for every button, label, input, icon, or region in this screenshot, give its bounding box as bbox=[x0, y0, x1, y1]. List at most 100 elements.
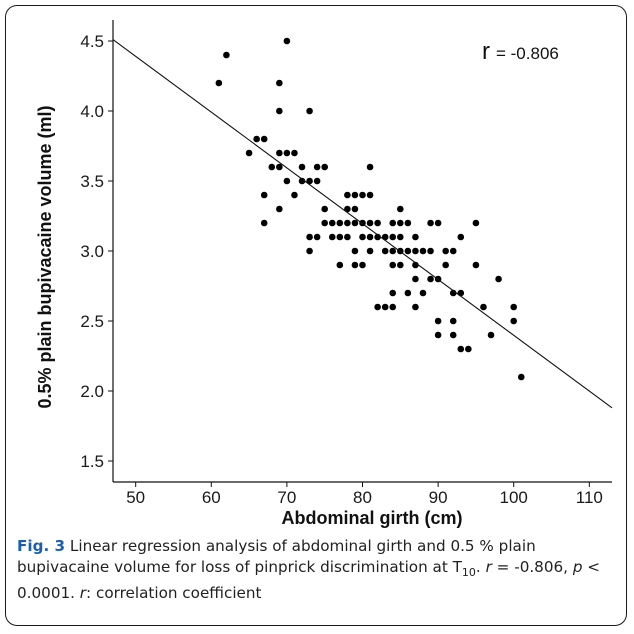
data-point bbox=[419, 247, 427, 255]
x-tick-label: 100 bbox=[500, 488, 528, 507]
data-point bbox=[389, 219, 397, 227]
data-point bbox=[397, 205, 404, 213]
data-point bbox=[321, 205, 328, 213]
data-point bbox=[351, 247, 359, 255]
data-point bbox=[397, 219, 404, 227]
data-point bbox=[298, 163, 306, 171]
data-point bbox=[351, 205, 359, 213]
data-point bbox=[449, 317, 457, 325]
y-tick-label: 4.0 bbox=[80, 102, 104, 121]
data-point bbox=[449, 247, 457, 255]
data-point bbox=[381, 247, 389, 255]
caption-text-3: = -0.806, bbox=[491, 558, 573, 576]
data-point bbox=[404, 219, 412, 227]
data-point bbox=[321, 163, 328, 171]
data-point bbox=[457, 289, 465, 297]
data-point bbox=[306, 233, 313, 241]
data-point bbox=[374, 219, 381, 227]
data-point bbox=[487, 331, 495, 339]
data-point bbox=[374, 303, 381, 311]
data-point bbox=[328, 219, 336, 227]
data-point bbox=[359, 191, 366, 199]
data-point bbox=[412, 275, 419, 283]
y-axis: 1.5 2.0 2.5 3.0 3.5 4.0 4.5 bbox=[80, 20, 114, 482]
data-point bbox=[434, 219, 442, 227]
data-point bbox=[472, 219, 480, 227]
data-point bbox=[321, 219, 328, 227]
y-tick-label: 4.5 bbox=[80, 32, 104, 51]
data-point bbox=[389, 233, 397, 241]
data-point bbox=[223, 51, 230, 59]
data-point bbox=[291, 191, 298, 199]
data-point bbox=[389, 247, 397, 255]
data-point bbox=[389, 261, 397, 269]
y-tick-label: 1.5 bbox=[80, 452, 104, 471]
data-point bbox=[245, 149, 253, 157]
data-point bbox=[291, 149, 298, 157]
data-point bbox=[253, 135, 260, 143]
data-point bbox=[381, 303, 389, 311]
data-point bbox=[283, 177, 291, 185]
data-point bbox=[351, 191, 359, 199]
data-point bbox=[344, 233, 351, 241]
data-point bbox=[457, 233, 465, 241]
data-point bbox=[404, 289, 412, 297]
data-point bbox=[366, 247, 374, 255]
x-tick-label: 80 bbox=[353, 488, 372, 507]
data-point bbox=[404, 247, 412, 255]
data-point bbox=[434, 317, 442, 325]
data-point bbox=[442, 247, 449, 255]
data-point bbox=[215, 79, 223, 87]
data-point bbox=[276, 79, 283, 87]
x-axis-title: Abdominal girth (cm) bbox=[282, 508, 463, 528]
data-point bbox=[465, 345, 472, 353]
y-axis-title: 0.5% plain bupivacaine volume (ml) bbox=[35, 105, 55, 408]
data-point bbox=[328, 233, 336, 241]
x-tick-label: 110 bbox=[576, 488, 603, 507]
plot-area bbox=[113, 20, 612, 482]
data-point bbox=[434, 331, 442, 339]
x-tick-label: 90 bbox=[429, 488, 448, 507]
x-axis: 50 60 70 80 90 100 110 bbox=[113, 481, 612, 507]
data-point bbox=[306, 177, 313, 185]
data-point bbox=[412, 233, 419, 241]
data-point bbox=[336, 219, 344, 227]
data-point bbox=[442, 261, 449, 269]
data-point bbox=[472, 261, 480, 269]
data-point bbox=[495, 275, 502, 283]
data-point bbox=[366, 191, 374, 199]
data-point bbox=[260, 135, 268, 143]
data-point bbox=[351, 219, 359, 227]
data-point bbox=[283, 37, 291, 45]
data-point bbox=[457, 345, 465, 353]
data-point bbox=[313, 233, 321, 241]
data-point bbox=[336, 233, 344, 241]
data-point bbox=[344, 191, 351, 199]
r-value: = -0.806 bbox=[496, 44, 559, 63]
data-point bbox=[412, 303, 419, 311]
data-point bbox=[419, 289, 427, 297]
caption-r-2: r bbox=[79, 584, 87, 603]
scatter-chart: 50 60 70 80 90 100 110 1.5 2.0 2.5 3.0 3.5 4.0 4.5 r… bbox=[35, 20, 613, 528]
r-symbol: r bbox=[482, 38, 490, 65]
caption-p: p bbox=[572, 558, 583, 576]
data-point bbox=[510, 317, 518, 325]
data-point bbox=[276, 107, 283, 115]
data-point bbox=[260, 219, 268, 227]
data-point bbox=[389, 289, 397, 297]
data-point bbox=[510, 303, 518, 311]
data-point bbox=[268, 163, 276, 171]
data-point bbox=[366, 219, 374, 227]
caption-fig-label: Fig. 3 bbox=[17, 537, 66, 555]
data-point bbox=[276, 163, 283, 171]
data-point bbox=[366, 163, 374, 171]
data-point bbox=[276, 205, 283, 213]
data-point bbox=[260, 191, 268, 199]
data-point bbox=[397, 233, 404, 241]
data-point bbox=[359, 233, 366, 241]
data-point bbox=[359, 261, 366, 269]
regression-line bbox=[112, 39, 613, 409]
x-tick-label: 50 bbox=[126, 488, 145, 507]
caption-subscript: 10 bbox=[461, 566, 476, 580]
y-tick-label: 2.5 bbox=[80, 312, 104, 331]
